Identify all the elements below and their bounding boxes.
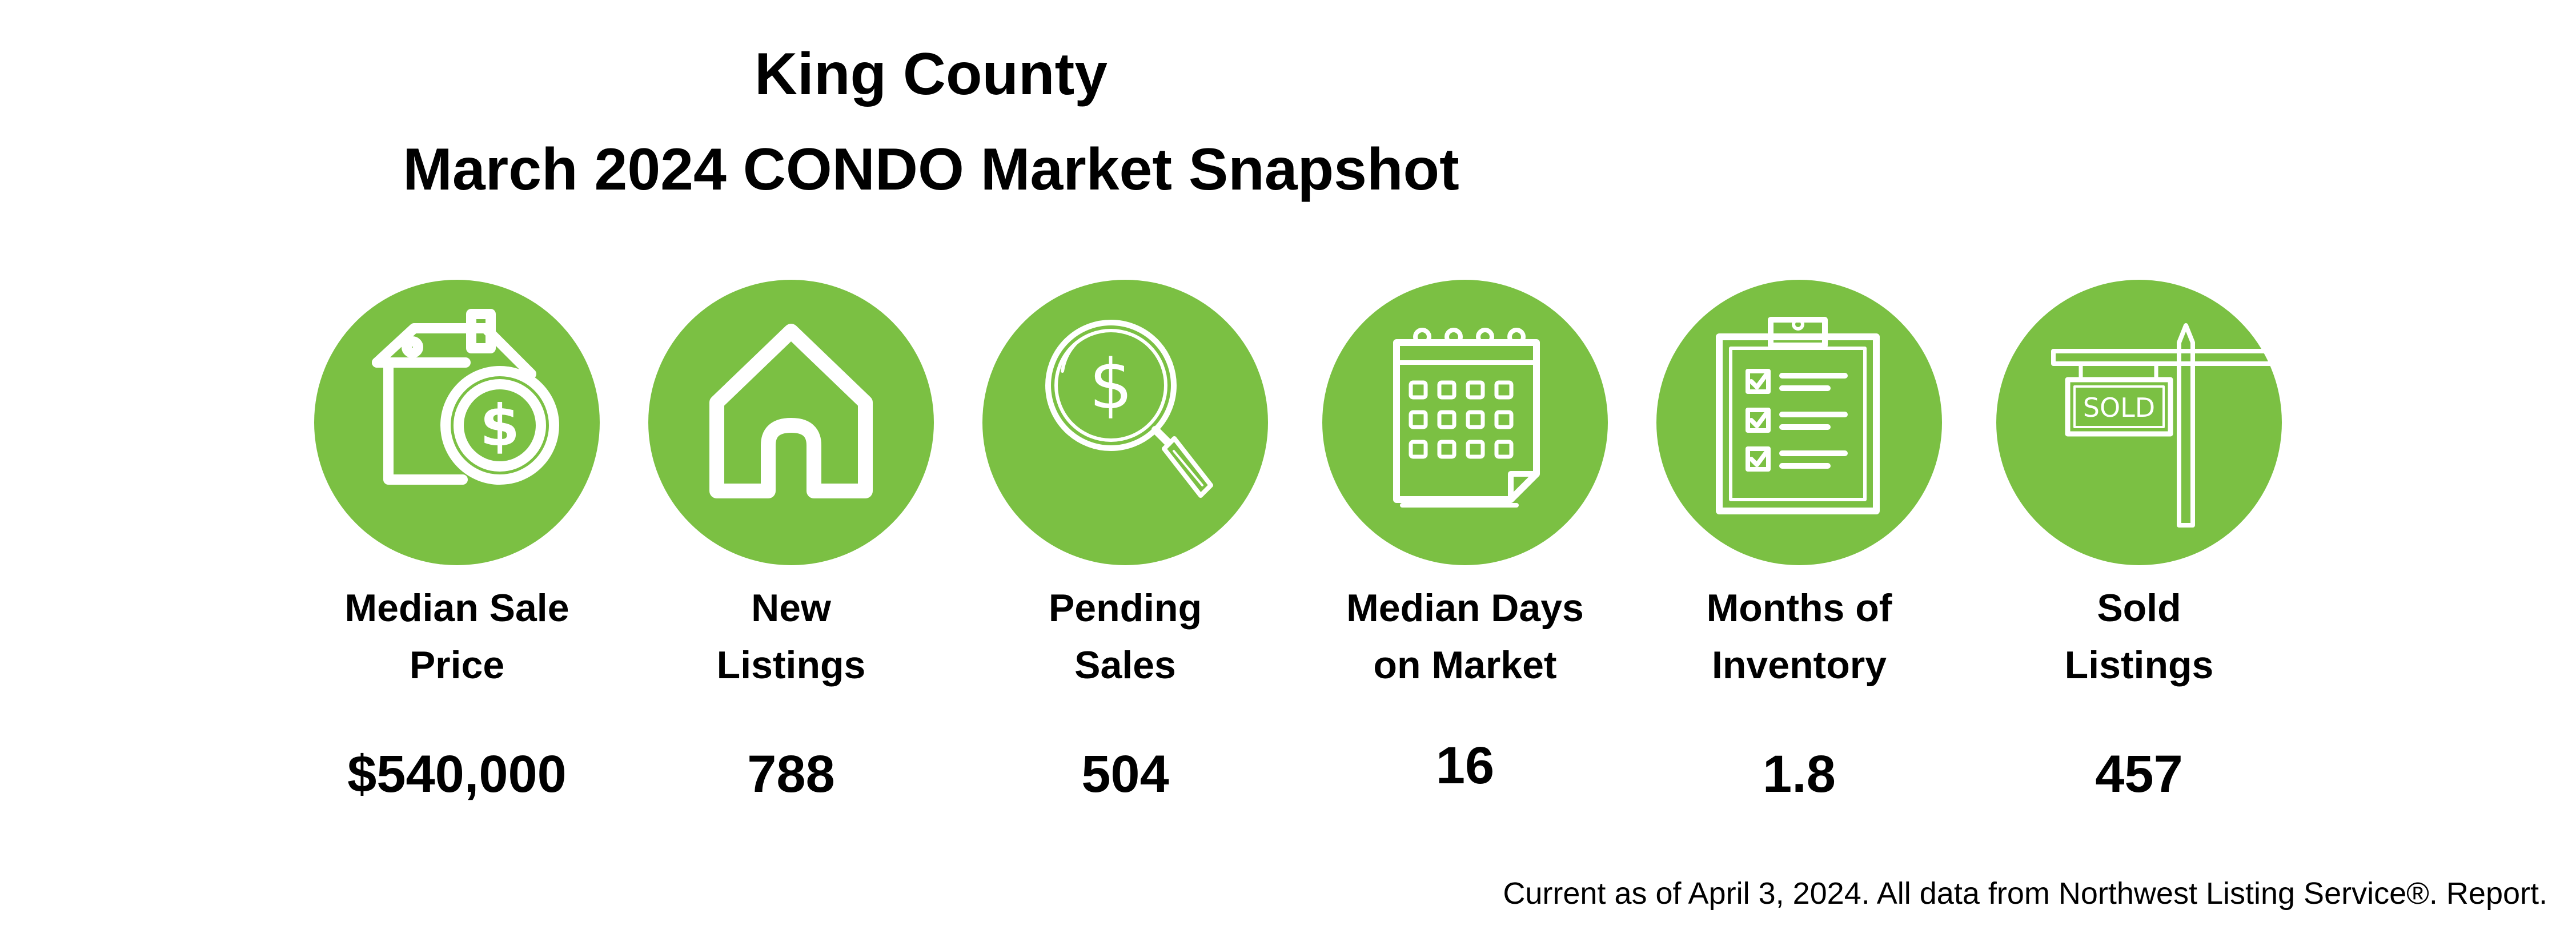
stat-pending-sales: $ Pending Sales 504 — [954, 0, 1297, 828]
stat-label: Months of Inventory — [1706, 586, 1892, 687]
page-title: King County — [754, 41, 1108, 107]
stat-icon-circle: $ — [982, 280, 1268, 565]
stat-value: 788 — [747, 745, 835, 803]
stat-label: Sold Listings — [2064, 586, 2214, 687]
stat-value: 504 — [1081, 745, 1169, 803]
svg-text:$: $ — [1089, 345, 1133, 425]
stat-value: $540,000 — [347, 745, 567, 803]
stat-icon-circle — [1322, 280, 1608, 565]
stat-label: Median Sale Price — [344, 586, 569, 687]
stat-new-listings: New Listings 788 — [620, 0, 962, 828]
svg-text:SOLD: SOLD — [2083, 392, 2155, 423]
stat-icon-circle — [1656, 280, 1942, 565]
stat-icon-circle: $ — [314, 280, 600, 565]
stat-value: 16 — [1435, 736, 1495, 795]
stat-value: 457 — [2095, 745, 2183, 803]
magnifier-dollar-icon: $ — [1045, 320, 1213, 498]
house-dollar-icon: $ — [372, 309, 559, 485]
page-subtitle: March 2024 CONDO Market Snapshot — [403, 136, 1459, 203]
stat-label: Pending Sales — [1048, 586, 1202, 687]
stat-icon-circle — [648, 280, 934, 565]
calendar-icon — [1393, 328, 1540, 508]
stat-months-of-inventory: Months of Inventory 1.8 — [1628, 0, 1971, 828]
sold-sign-icon: SOLD — [2051, 323, 2282, 528]
stat-median-sale-price: $ Median Sale Price $540,000 — [286, 0, 628, 828]
stat-sold-listings: SOLD Sold Listings 457 — [1968, 0, 2310, 828]
house-icon — [709, 324, 873, 498]
footer-note: Current as of April 3, 2024. All data fr… — [1503, 876, 2547, 911]
stat-median-days-on-market: Median Days on Market 16 — [1294, 0, 1636, 828]
svg-text:$: $ — [480, 392, 520, 459]
stat-label: New Listings — [716, 586, 866, 687]
stat-label: Median Days on Market — [1346, 586, 1584, 687]
stat-value: 1.8 — [1763, 745, 1836, 803]
stat-icon-circle: SOLD — [1996, 280, 2282, 565]
clipboard-checklist-icon — [1716, 317, 1880, 514]
